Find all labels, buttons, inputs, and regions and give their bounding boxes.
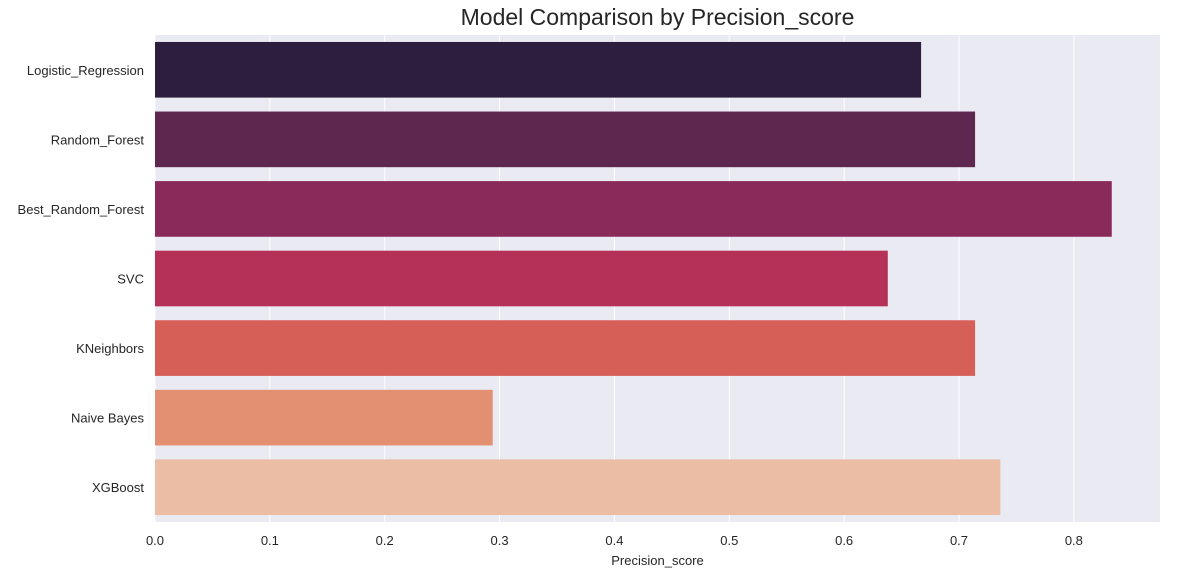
x-tick-label: 0.0 xyxy=(146,533,164,548)
y-tick-labels: Logistic_Regression Random_Forest Best_Ran… xyxy=(18,63,145,495)
x-tick-label: 0.5 xyxy=(720,533,738,548)
y-tick-label: Naive Bayes xyxy=(71,411,144,426)
y-tick-label: KNeighbors xyxy=(76,341,144,356)
y-tick-label: XGBoost xyxy=(92,480,144,495)
x-tick-label: 0.4 xyxy=(605,533,623,548)
x-tick-label: 0.8 xyxy=(1065,533,1083,548)
x-tick-label: 0.1 xyxy=(261,533,279,548)
bar-logistic-regression xyxy=(155,41,922,98)
bar-svc xyxy=(155,250,888,307)
y-tick-label: Logistic_Regression xyxy=(27,63,144,78)
x-axis-label: Precision_score xyxy=(611,553,704,568)
x-tick-label: 0.3 xyxy=(491,533,509,548)
x-tick-labels: 0.0 0.1 0.2 0.3 0.4 0.5 0.6 0.7 0.8 xyxy=(146,533,1083,548)
y-tick-label: SVC xyxy=(117,272,144,287)
x-tick-label: 0.7 xyxy=(950,533,968,548)
y-tick-label: Random_Forest xyxy=(51,132,145,147)
bar-random-forest xyxy=(155,111,976,168)
bar-xgboost xyxy=(155,459,1001,516)
bars xyxy=(155,41,1112,516)
x-tick-label: 0.2 xyxy=(376,533,394,548)
y-tick-label: Best_Random_Forest xyxy=(18,202,145,217)
bar-naive-bayes xyxy=(155,389,493,446)
x-tick-label: 0.6 xyxy=(835,533,853,548)
bar-kneighbors xyxy=(155,320,976,376)
bar-best-random-forest xyxy=(155,181,1112,237)
chart-title: Model Comparison by Precision_score xyxy=(461,4,855,30)
